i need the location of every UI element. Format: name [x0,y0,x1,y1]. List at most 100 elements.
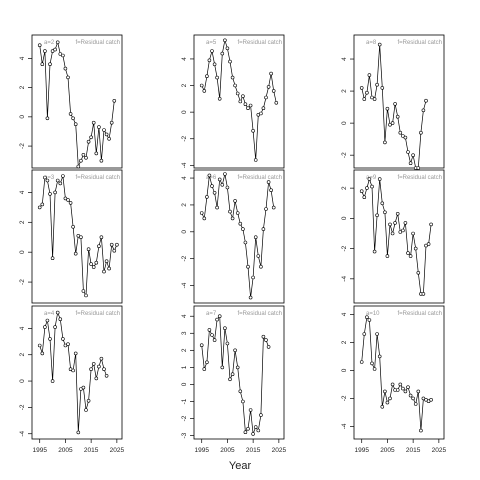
data-point [199,343,204,348]
y-tick-label: 2 [341,186,348,190]
data-point [365,90,369,95]
y-tick-label: 4 [341,312,348,316]
y-tick-label: -4 [19,430,26,436]
y-tick-label: 2 [181,203,188,207]
data-point [91,362,96,366]
y-tick-label: -4 [181,282,188,288]
data-point [370,95,374,100]
data-point [271,205,276,210]
data-point [365,186,369,190]
data-point [205,195,209,199]
y-tick-label: 4 [181,57,188,61]
panel-label-f: f=Residual catch [397,311,442,317]
y-tick-label: 0 [19,250,26,254]
data-point [383,210,387,215]
data-point [398,130,403,135]
data-point [212,62,217,67]
data-point [50,256,55,261]
data-point [68,112,73,116]
y-tick-label: 0 [19,379,26,383]
series-line [39,311,107,433]
data-point [385,254,390,258]
data-point [94,376,99,381]
data-point [43,49,47,53]
x-tick-label: 2015 [406,447,421,454]
data-point [104,132,109,137]
data-point [383,389,387,394]
data-point [89,262,93,266]
data-point [235,365,240,370]
data-point [398,230,403,234]
x-tick-label: 1995 [194,447,209,454]
panel-frame [31,169,123,304]
panel-label-a: a=9 [366,175,377,181]
data-point [238,389,243,394]
x-tick-label: 2005 [380,447,395,454]
data-point [230,216,235,221]
data-point [225,185,230,190]
data-point [408,254,413,258]
data-point [395,212,400,216]
data-point [406,251,410,255]
panel-frame [353,305,445,440]
y-tick-label: -2 [181,255,188,261]
panel-label-a: a=3 [44,175,55,181]
data-point [63,66,68,71]
data-point [251,129,255,133]
data-point [210,184,214,188]
data-point [416,166,421,170]
data-point [223,38,227,43]
data-point [73,251,78,256]
y-tick-label: 2 [341,89,348,93]
panel-label-f: f=Residual catch [75,40,120,46]
data-point [86,247,91,251]
data-point [212,191,217,195]
data-point [99,158,104,163]
data-point [261,227,266,231]
data-point [401,228,405,233]
x-tick-label: 2025 [110,447,125,454]
y-tick-label: 2 [341,340,348,344]
y-tick-label: 4 [181,314,188,318]
data-point [81,385,86,390]
y-tick-label: 4 [341,57,348,61]
data-point [429,397,433,402]
data-point [115,242,119,247]
data-point [91,120,96,125]
panel-8: -3 -2 -1 0 1 2 3 4 1995 2005 2015 2025 a=7 f=Residual… [181,305,287,454]
data-point [362,195,367,199]
panel-frame [193,34,285,169]
data-point [256,254,261,258]
y-tick-label: 2 [19,220,26,224]
data-point [359,360,364,364]
data-point [76,430,81,435]
data-point [390,231,395,236]
data-point [248,408,253,412]
data-point [370,184,374,189]
data-point [372,249,377,254]
y-tick-label: 4 [181,176,188,180]
data-point [408,393,413,398]
data-point [375,213,379,218]
y-tick-label: -2 [181,415,188,421]
data-point [413,402,418,406]
data-point [246,106,250,110]
data-point [251,432,255,436]
data-point [393,102,397,106]
series-line [39,41,115,167]
data-point [233,348,237,353]
x-tick-label: 2025 [272,447,287,454]
data-point [61,174,65,178]
data-point [79,235,83,239]
data-point [55,178,60,183]
data-point [413,246,418,251]
x-tick-label: 2015 [246,447,261,454]
data-point [66,75,70,80]
data-point [199,83,204,88]
data-point [421,292,426,296]
x-tick-label: 2005 [58,447,73,454]
data-point [58,52,63,56]
panel-label-a: a=7 [206,311,217,317]
data-point [411,396,415,401]
data-point [79,158,83,163]
